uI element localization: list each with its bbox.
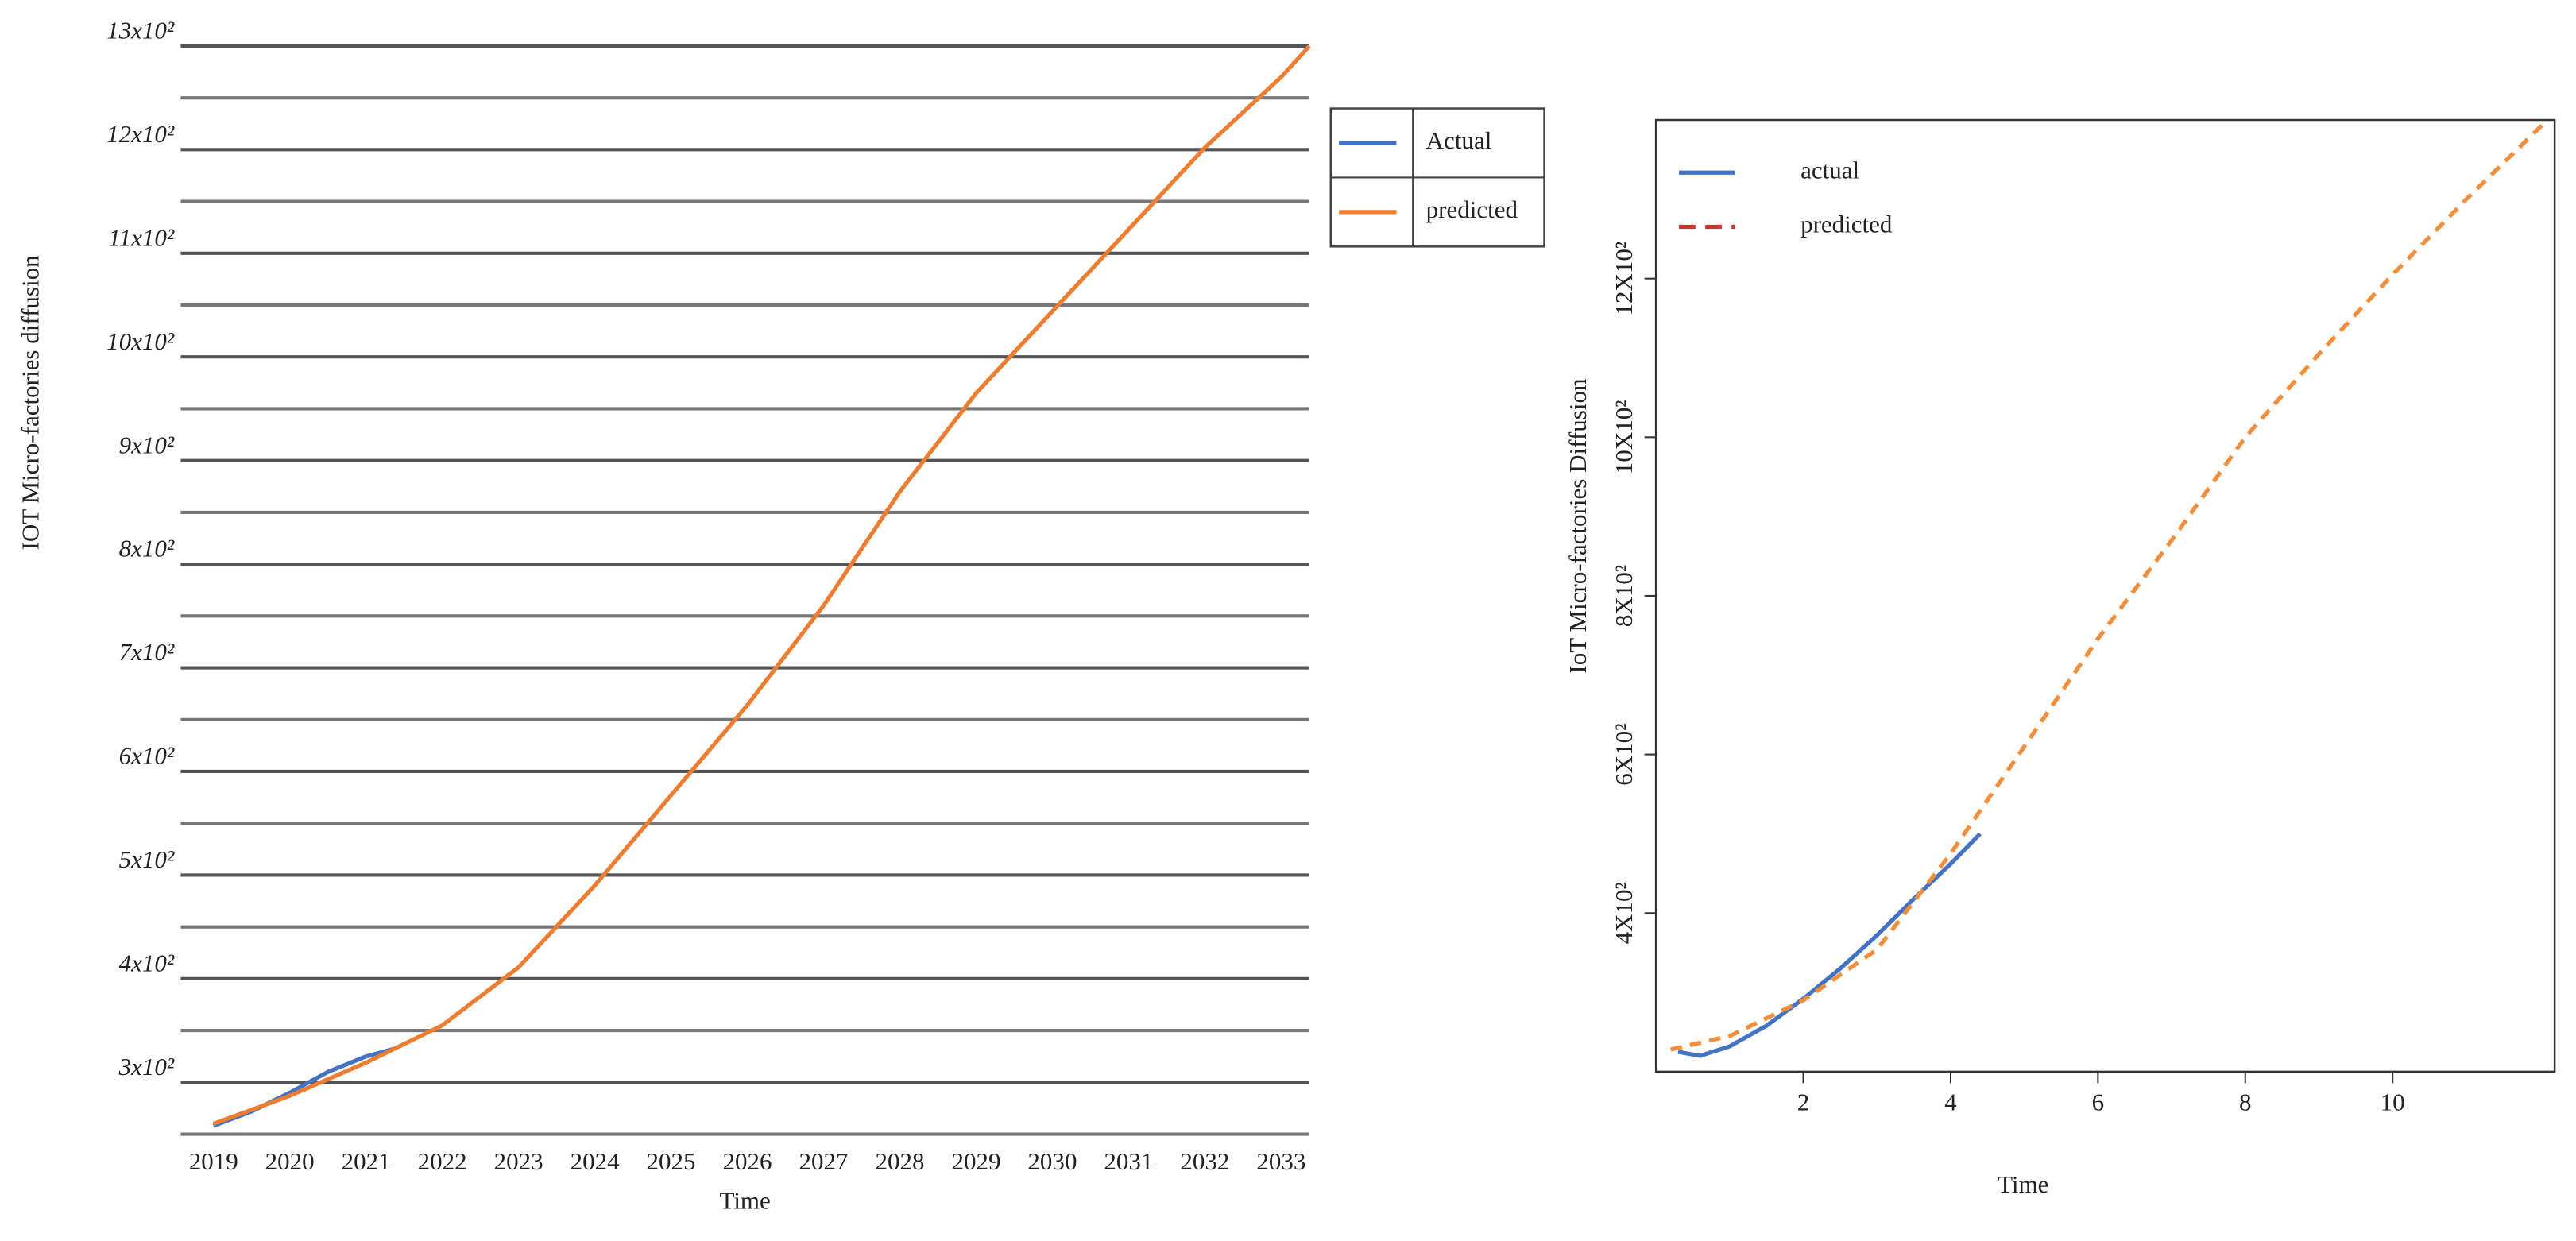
y-tick-label: 10X10² bbox=[1610, 400, 1638, 474]
y-tick-label: 12x10² bbox=[106, 120, 175, 148]
series-line bbox=[1670, 118, 2549, 1052]
x-tick-label: 4 bbox=[1944, 1088, 1957, 1115]
y-tick-label: 10x10² bbox=[106, 327, 175, 355]
y-tick-label: 4X10² bbox=[1610, 882, 1638, 944]
x-tick-label: 2026 bbox=[723, 1147, 772, 1175]
legend-label: predicted bbox=[1800, 211, 1893, 238]
y-tick-label: 8X10² bbox=[1610, 565, 1638, 627]
series-line bbox=[212, 44, 1311, 1126]
y-tick-label: 4x10² bbox=[119, 949, 175, 976]
y-tick-label: 11x10² bbox=[108, 223, 174, 251]
x-tick-label: 6 bbox=[2092, 1088, 2105, 1115]
legend-label: actual bbox=[1800, 156, 1859, 184]
y-axis-label: IoT Micro-factories Diffusion bbox=[1564, 378, 1592, 674]
legend-label: Actual bbox=[1426, 126, 1492, 154]
y-tick-label: 9x10² bbox=[119, 431, 175, 458]
y-axis-label: IOT Micro-factories diffusion bbox=[16, 255, 44, 551]
x-tick-label: 2025 bbox=[647, 1147, 696, 1175]
x-tick-label: 2030 bbox=[1027, 1147, 1077, 1175]
y-tick-label: 8x10² bbox=[119, 535, 175, 563]
x-tick-label: 2020 bbox=[265, 1147, 315, 1175]
x-tick-label: 2 bbox=[1797, 1088, 1810, 1115]
x-tick-label: 2022 bbox=[418, 1147, 467, 1175]
y-tick-label: 6X10² bbox=[1610, 723, 1638, 785]
x-tick-label: 2021 bbox=[342, 1147, 391, 1175]
x-tick-label: 2019 bbox=[189, 1147, 238, 1175]
x-tick-label: 2032 bbox=[1180, 1147, 1229, 1175]
x-tick-label: 8 bbox=[2239, 1088, 2252, 1115]
y-tick-label: 12X10² bbox=[1610, 242, 1638, 316]
y-tick-label: 13x10² bbox=[106, 16, 175, 44]
x-tick-label: 2023 bbox=[494, 1147, 543, 1175]
y-tick-label: 5x10² bbox=[119, 845, 175, 873]
x-tick-label: 2024 bbox=[571, 1147, 621, 1175]
plot-frame bbox=[1654, 118, 2556, 1073]
x-axis-label: Time bbox=[719, 1187, 770, 1215]
y-tick-label: 3x10² bbox=[118, 1053, 175, 1081]
x-tick-label: 2031 bbox=[1104, 1147, 1153, 1175]
x-tick-label: 10 bbox=[2381, 1088, 2405, 1115]
x-tick-label: 2028 bbox=[875, 1147, 924, 1175]
y-tick-label: 7x10² bbox=[119, 638, 175, 666]
x-tick-label: 2033 bbox=[1256, 1147, 1305, 1175]
legend-label: predicted bbox=[1426, 195, 1518, 223]
series-line bbox=[1677, 832, 1982, 1058]
y-tick-label: 6x10² bbox=[119, 742, 175, 770]
x-tick-label: 2027 bbox=[799, 1147, 849, 1175]
x-tick-label: 2029 bbox=[951, 1147, 1000, 1175]
x-axis-label: Time bbox=[1998, 1170, 2048, 1198]
